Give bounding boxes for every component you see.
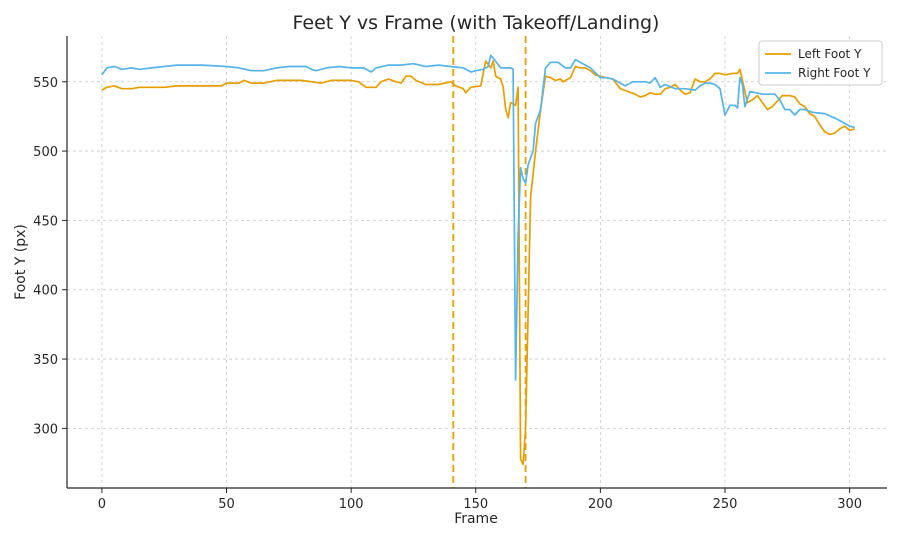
y-tick-label: 300 xyxy=(33,422,58,437)
x-tick-label: 300 xyxy=(837,497,862,512)
axes xyxy=(66,36,887,489)
legend-label: Right Foot Y xyxy=(798,66,871,80)
series-group xyxy=(101,54,855,466)
x-tick-label: 200 xyxy=(588,497,613,512)
y-tick-label: 450 xyxy=(33,214,58,229)
y-tick-label: 550 xyxy=(33,76,58,91)
x-axis-label: Frame xyxy=(454,511,498,527)
grid xyxy=(67,36,887,488)
legend: Left Foot Y Right Foot Y xyxy=(758,40,883,86)
y-tick-label: 400 xyxy=(33,284,58,299)
x-tick-label: 0 xyxy=(98,497,106,512)
y-tick-label: 500 xyxy=(33,145,58,160)
legend-label: Left Foot Y xyxy=(798,47,862,61)
x-tick-label: 250 xyxy=(713,497,738,512)
y-tick-label: 350 xyxy=(33,353,58,368)
y-axis-label: Foot Y (px) xyxy=(13,224,29,300)
x-tick-label: 50 xyxy=(218,497,235,512)
chart-title: Feet Y vs Frame (with Takeoff/Landing) xyxy=(293,12,660,34)
x-tick-label: 100 xyxy=(339,497,364,512)
x-tick-label: 150 xyxy=(463,497,488,512)
right-foot-line xyxy=(101,54,855,381)
left-foot-line xyxy=(101,60,855,466)
tick-group: 0 50 100 150 200 250 300 300 350 400 450 500 550 xyxy=(33,76,862,512)
legend-box xyxy=(758,40,883,86)
